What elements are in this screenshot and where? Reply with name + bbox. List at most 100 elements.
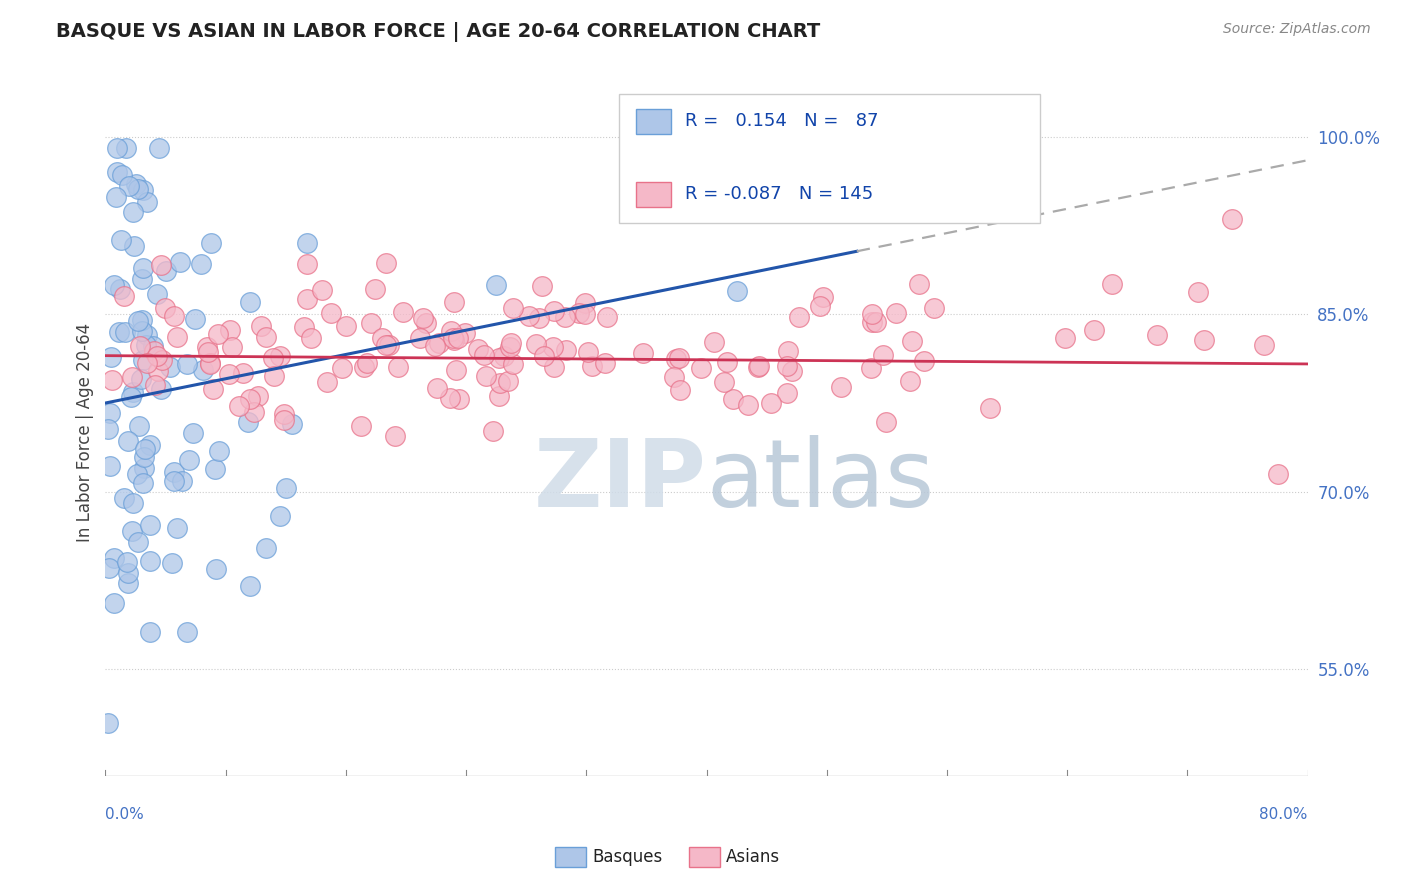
Point: [254, 541, 277, 555]
Point: [595, 356, 617, 370]
Point: [299, 331, 322, 345]
Point: [488, 351, 510, 365]
Text: R = -0.087   N = 145: R = -0.087 N = 145: [685, 186, 873, 203]
Point: [228, 400, 250, 414]
Point: [117, 566, 139, 581]
Point: [725, 284, 748, 298]
Point: [574, 307, 596, 321]
Point: [1267, 467, 1289, 481]
Point: [502, 357, 524, 371]
Point: [554, 343, 576, 358]
Point: [269, 349, 291, 363]
Point: [221, 339, 243, 353]
Point: [335, 318, 357, 333]
Point: [124, 238, 146, 252]
Point: [776, 385, 799, 400]
Point: [884, 305, 907, 319]
Point: [384, 429, 406, 443]
Point: [568, 306, 591, 320]
Point: [775, 359, 797, 373]
Point: [117, 434, 139, 448]
Point: [494, 349, 516, 363]
Point: [200, 236, 222, 251]
Text: R =   0.154   N =   87: R = 0.154 N = 87: [685, 112, 879, 130]
Point: [121, 524, 143, 538]
Point: [132, 450, 155, 464]
Point: [236, 415, 259, 429]
Point: [149, 382, 172, 396]
Point: [232, 366, 254, 380]
Point: [274, 482, 297, 496]
Point: [135, 338, 157, 352]
Point: [103, 550, 125, 565]
Point: [97, 422, 120, 436]
Point: [543, 360, 565, 375]
Point: [134, 460, 156, 475]
Point: [122, 205, 145, 219]
Point: [485, 277, 508, 292]
Point: [360, 316, 382, 330]
Text: ZIP: ZIP: [534, 434, 707, 526]
Point: [146, 349, 169, 363]
Point: [110, 168, 132, 182]
Point: [143, 378, 166, 392]
Point: [489, 376, 512, 391]
Point: [131, 272, 153, 286]
Point: [554, 310, 576, 324]
Point: [295, 235, 318, 250]
Point: [631, 346, 654, 360]
Point: [145, 287, 167, 301]
Point: [332, 360, 354, 375]
Point: [533, 349, 555, 363]
Point: [543, 340, 565, 354]
Point: [543, 304, 565, 318]
Point: [350, 419, 373, 434]
Point: [208, 444, 231, 458]
Point: [101, 373, 124, 387]
Point: [281, 417, 304, 432]
Point: [135, 356, 157, 370]
Point: [427, 336, 450, 351]
Point: [356, 356, 378, 370]
Point: [139, 517, 162, 532]
Point: [263, 368, 285, 383]
Point: [295, 257, 318, 271]
Point: [127, 467, 149, 482]
Point: [375, 338, 398, 352]
Point: [787, 310, 810, 325]
Point: [447, 331, 470, 345]
Point: [163, 474, 186, 488]
Point: [441, 331, 464, 345]
Point: [872, 348, 894, 362]
Point: [1101, 277, 1123, 292]
Point: [703, 334, 725, 349]
Point: [155, 264, 177, 278]
Point: [748, 359, 770, 373]
Point: [176, 358, 198, 372]
Point: [170, 474, 193, 488]
Point: [121, 369, 143, 384]
Point: [127, 181, 149, 195]
Point: [218, 367, 240, 381]
Point: [269, 509, 291, 524]
Text: Basques: Basques: [592, 848, 662, 866]
Point: [112, 491, 135, 505]
Point: [499, 340, 522, 354]
Point: [262, 351, 284, 365]
Point: [136, 328, 159, 343]
Point: [115, 141, 138, 155]
Point: [1192, 333, 1215, 347]
Point: [808, 299, 831, 313]
Point: [134, 442, 156, 456]
Point: [690, 361, 713, 376]
Point: [160, 556, 183, 570]
Point: [98, 459, 121, 474]
Point: [496, 374, 519, 388]
Point: [115, 555, 138, 569]
Point: [198, 357, 221, 371]
Point: [665, 351, 688, 366]
Point: [150, 353, 173, 368]
Point: [195, 340, 218, 354]
Point: [315, 375, 337, 389]
Point: [311, 283, 333, 297]
